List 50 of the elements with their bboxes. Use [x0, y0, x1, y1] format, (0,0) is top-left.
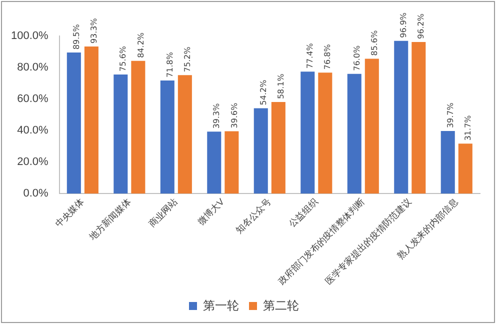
data-label: 39.3%: [212, 102, 222, 129]
bar: [347, 74, 362, 194]
legend-label: 第二轮: [263, 298, 299, 312]
data-label: 89.5%: [72, 24, 81, 50]
y-tick-label: 20.0%: [17, 156, 49, 168]
bar: [440, 131, 455, 194]
x-tick-label: 公益组织: [287, 196, 320, 230]
legend-label: 第一轮: [203, 298, 239, 312]
bar: [412, 42, 426, 194]
x-tick-label: 地方新闻媒体: [86, 196, 133, 243]
data-label: 58.1%: [276, 73, 286, 100]
bar: [131, 60, 146, 194]
bar: [300, 72, 315, 194]
bar: [458, 144, 472, 194]
data-label: 93.3%: [90, 18, 99, 44]
data-label: 96.9%: [399, 12, 408, 38]
bar: [318, 72, 332, 194]
bar: [84, 46, 98, 194]
bar: [207, 132, 222, 194]
x-tick-label: 知名公众号: [234, 196, 273, 236]
data-label: 76.8%: [323, 44, 332, 70]
bar: [66, 52, 81, 194]
x-tick-label: 中央媒体: [53, 196, 86, 230]
data-label: 84.2%: [136, 32, 146, 58]
y-tick-label: 60.0%: [17, 93, 49, 106]
y-tick-label: 0.0%: [23, 188, 49, 200]
bar: [364, 58, 379, 194]
data-label: 39.6%: [230, 102, 239, 128]
y-tick-label: 40.0%: [17, 124, 49, 137]
bar: [114, 74, 128, 194]
data-label: 71.8%: [165, 52, 174, 78]
data-label: 85.6%: [370, 30, 379, 56]
data-label: 75.6%: [118, 46, 128, 72]
data-label: 75.2%: [183, 46, 192, 72]
bar: [271, 102, 286, 194]
x-tick-label: 商业网站: [146, 196, 180, 230]
bar: [178, 75, 192, 194]
y-tick-label: 100.0%: [10, 30, 49, 42]
data-label: 77.4%: [306, 42, 315, 69]
x-tick-label: 微博大V: [196, 196, 226, 227]
bar: [224, 131, 239, 194]
bar: [254, 108, 268, 194]
data-label: 76.0%: [352, 45, 362, 71]
data-label: 54.2%: [258, 79, 268, 106]
y-tick-label: 80.0%: [17, 62, 49, 74]
data-label: 96.2%: [416, 13, 426, 39]
bar: [394, 40, 408, 194]
bar: [160, 80, 174, 194]
data-label: 39.7%: [446, 102, 455, 128]
data-label: 31.7%: [463, 114, 472, 141]
